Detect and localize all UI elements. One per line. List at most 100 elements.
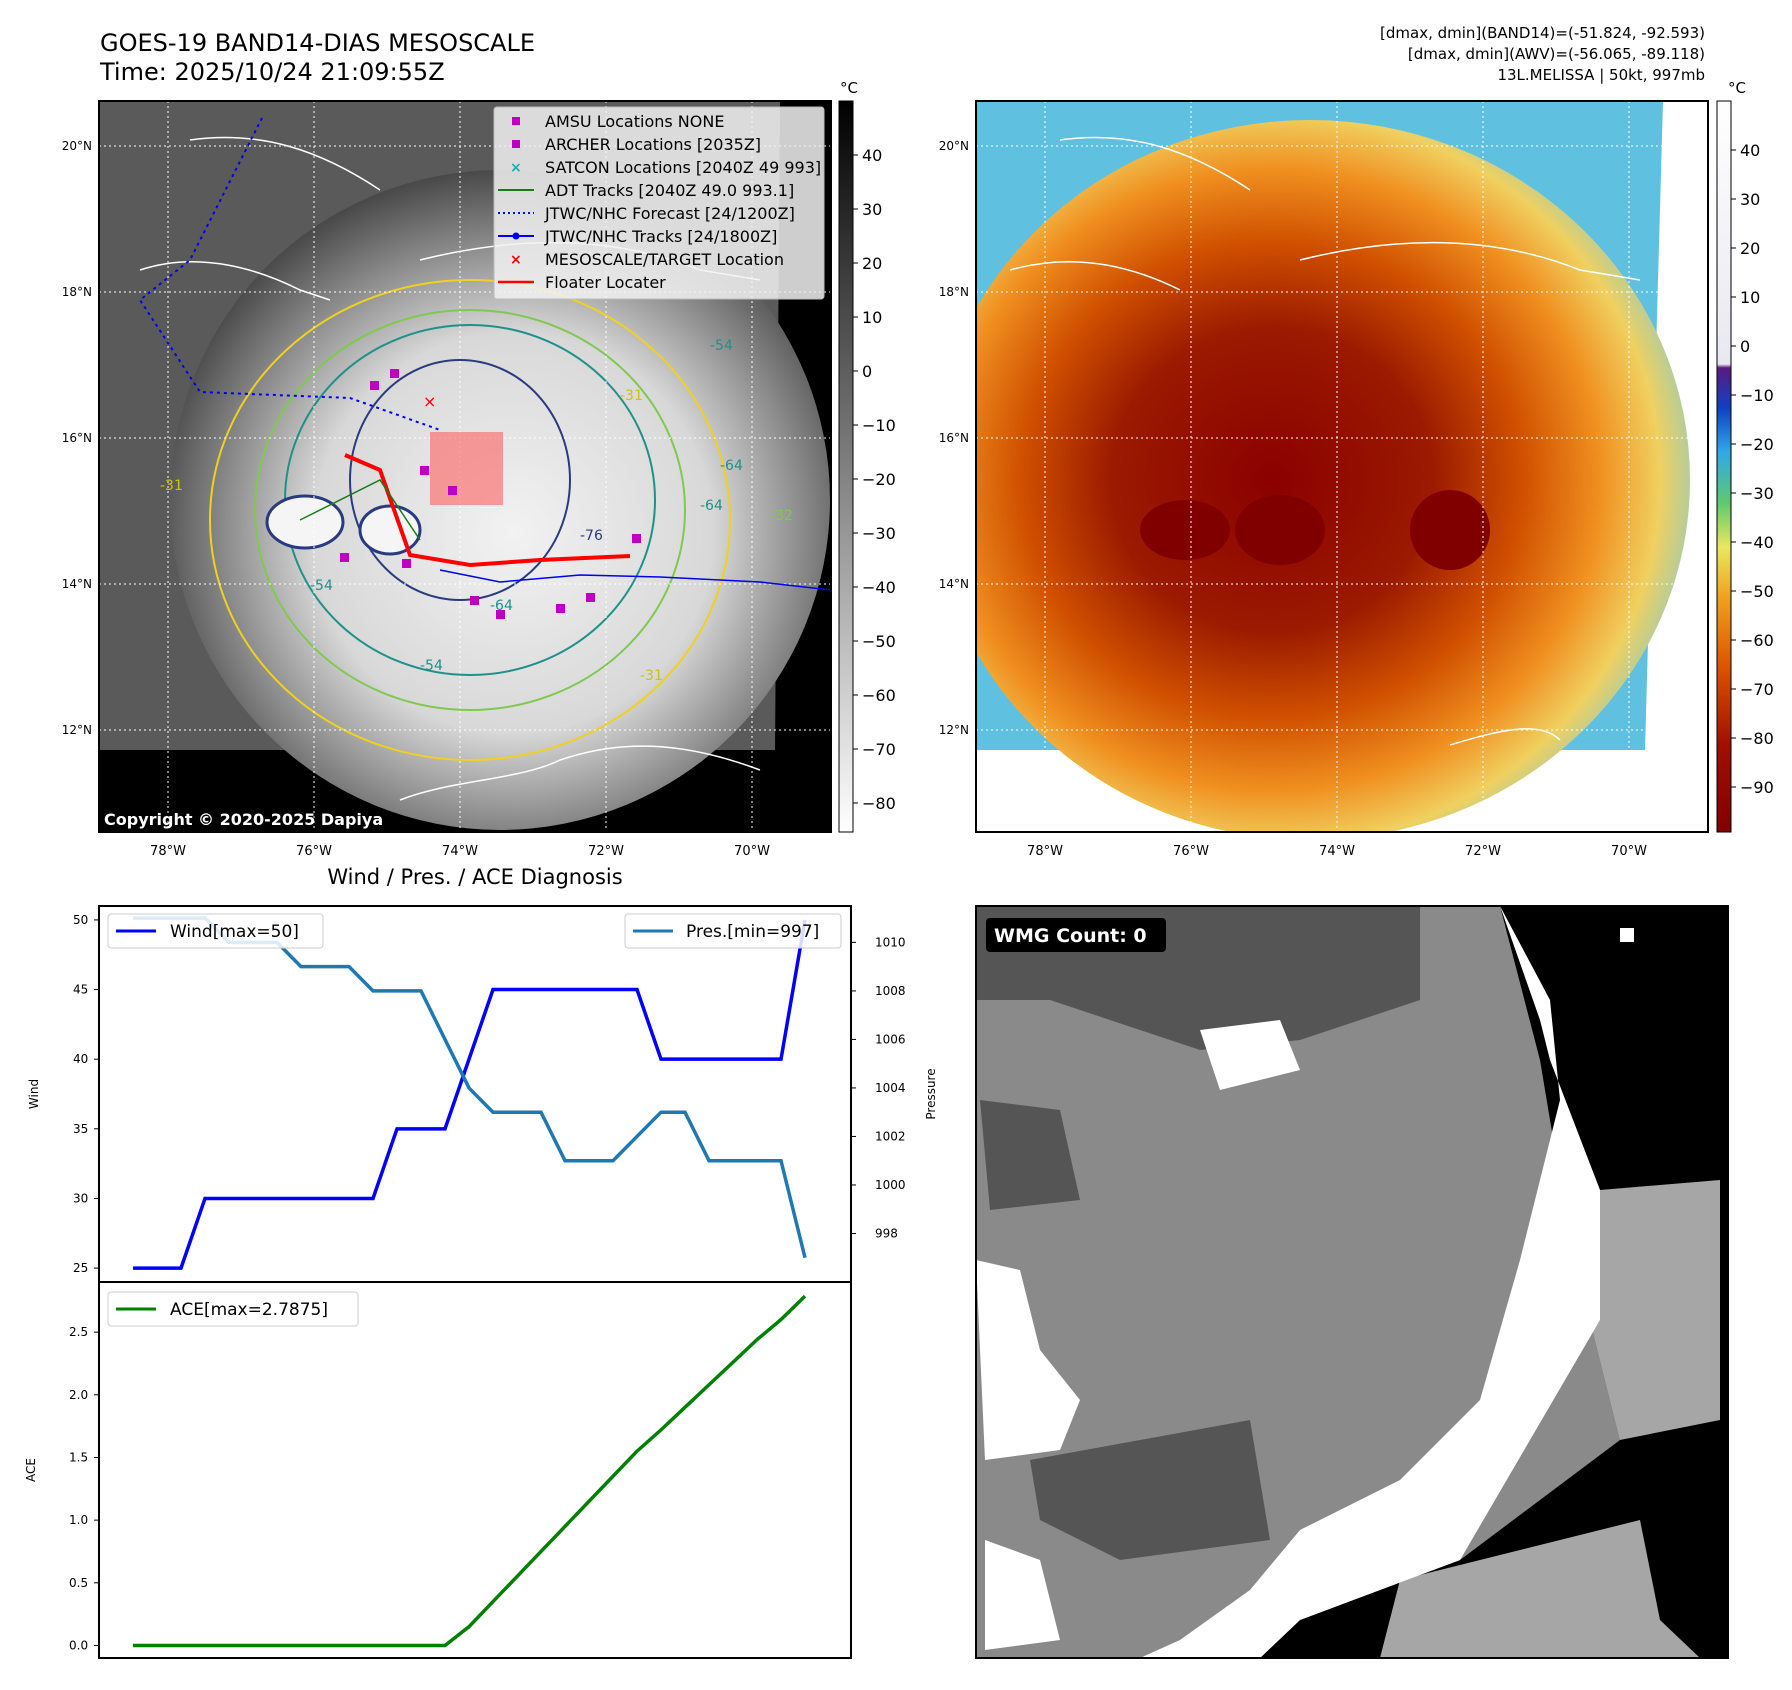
pressure-tick-label: 998 (875, 1226, 898, 1240)
legend-item-target: MESOSCALE/TARGET Location (545, 250, 784, 269)
jtwc-track (439, 569, 831, 591)
right-map-lon-labels: 78°W 76°W 74°W 72°W 70°W (1027, 844, 1647, 859)
lon-label: 74°W (442, 844, 478, 859)
info-line3: 13L.MELISSA | 50kt, 997mb (1497, 66, 1705, 84)
color-colorbar-tick-label: −40 (1740, 533, 1774, 552)
wmg-frame (975, 905, 1729, 1659)
pressure-ticks: 998 1000 1002 1004 1006 1008 1010 (851, 935, 906, 1240)
color-colorbar-tick-label: −30 (1740, 484, 1774, 503)
ace-legend-label: ACE[max=2.7875] (170, 1300, 328, 1320)
wmg-white-band (1140, 906, 1600, 1658)
ace-legend-box (107, 1291, 359, 1327)
contour-label: -54 (420, 658, 443, 674)
wmg-white-patch-bottom (985, 1540, 1060, 1650)
legend-item-jtwc-track: JTWC/NHC Tracks [24/1800Z] (544, 227, 777, 246)
wind-tick-label: 35 (73, 1122, 88, 1136)
right-map-cell-west (1140, 500, 1230, 560)
legend-marker-satcon: × (510, 160, 522, 176)
color-colorbar-tick-label: −50 (1740, 582, 1774, 601)
lat-label: 14°N (939, 577, 969, 591)
right-map (976, 101, 1708, 832)
right-coastline-jamaica (1009, 260, 1181, 291)
legend-marker-jtwc-dot (512, 232, 520, 240)
contour-cell-west (265, 494, 345, 550)
adt-track (299, 479, 421, 541)
jtwc-forecast-track (138, 117, 441, 431)
coastline-south-america (399, 745, 761, 801)
lat-label: 12°N (939, 723, 969, 737)
wmg-dark-region-bottom (1030, 1420, 1270, 1560)
pressure-tick-label: 1006 (875, 1032, 906, 1046)
lat-label: 16°N (939, 431, 969, 445)
gray-colorbar: °C 40 30 20 10 0 −10 −20 −30 −40 −50 −60 −70 −80 (838, 79, 896, 833)
wind-legend-box (107, 913, 324, 949)
contour-label: -31 (160, 478, 183, 494)
color-colorbar-unit: °C (1728, 79, 1746, 97)
lon-label: 70°W (1611, 844, 1647, 859)
contour-label: -31 (640, 668, 663, 684)
gray-colorbar-tick-label: 30 (862, 200, 882, 219)
contour-label: -64 (490, 598, 513, 614)
color-colorbar-tick-label: −90 (1740, 778, 1774, 797)
contour-label: -32 (770, 508, 793, 524)
legend-item-adt: ADT Tracks [2040Z 49.0 993.1] (545, 181, 794, 200)
wind-tick-label: 25 (73, 1261, 88, 1275)
lat-label: 20°N (939, 139, 969, 153)
gray-colorbar-tick-label: 10 (862, 308, 882, 327)
wmg-light-region-right (1590, 1180, 1720, 1440)
wind-legend-label: Wind[max=50] (170, 922, 299, 942)
lon-label: 78°W (1027, 844, 1063, 859)
wmg-white-patch-top (1200, 1020, 1300, 1090)
legend-marker-amsu (512, 117, 520, 125)
lon-label: 76°W (296, 844, 332, 859)
contour-navy (349, 359, 571, 601)
info-line1: [dmax, dmin](BAND14)=(-51.824, -92.593) (1380, 24, 1705, 42)
gray-colorbar-tick-label: 40 (862, 146, 882, 165)
contour-green (254, 309, 686, 711)
lon-label: 76°W (1173, 844, 1209, 859)
ace-legend: ACE[max=2.7875] (107, 1291, 359, 1327)
gray-colorbar-tick-label: 0 (862, 362, 872, 381)
coastline-cuba (189, 136, 381, 191)
gray-colorbar-tick-label: −10 (862, 416, 896, 435)
gray-colorbar-tick-label: −40 (862, 578, 896, 597)
legend-item-amsu: AMSU Locations NONE (545, 112, 724, 131)
floater-locater-track (344, 453, 631, 568)
wind-tick-label: 45 (73, 983, 88, 997)
wind-ticks: 25 30 35 40 45 50 (73, 913, 99, 1275)
lat-label: 18°N (939, 285, 969, 299)
pressure-tick-label: 1010 (875, 935, 906, 949)
pressure-tick-label: 1000 (875, 1178, 906, 1192)
legend-marker-target: × (510, 252, 522, 268)
ace-tick-label: 2.0 (69, 1388, 88, 1402)
color-colorbar-tick-label: −80 (1740, 729, 1774, 748)
color-colorbar-ticks: 40 30 20 10 0 −10 −20 −30 −40 −50 −60 −70 −80 −90 (1731, 141, 1774, 797)
lon-label: 78°W (150, 844, 186, 859)
wmg-white-pixel (1620, 928, 1634, 942)
right-map-grid (976, 101, 1708, 832)
lat-label: 12°N (62, 723, 92, 737)
contour-label: -64 (720, 458, 743, 474)
color-colorbar-tick-label: 0 (1740, 337, 1750, 356)
wmg-dark-region-left (980, 1100, 1080, 1210)
lon-label: 70°W (734, 844, 770, 859)
legend-item-floater: Floater Locater (545, 273, 666, 292)
legend-item-archer: ARCHER Locations [2035Z] (545, 135, 761, 154)
color-colorbar-tick-label: −60 (1740, 631, 1774, 650)
contour-label: -54 (710, 338, 733, 354)
wmg-count-label: WMG Count: 0 (994, 925, 1147, 947)
wmg-count-badge (986, 918, 1166, 952)
ace-tick-label: 1.0 (69, 1513, 88, 1527)
info-line2: [dmax, dmin](AWV)=(-56.065, -89.118) (1408, 45, 1705, 63)
ace-axes (98, 1281, 852, 1659)
right-coastline-hispaniola (1299, 241, 1641, 281)
ace-tick-label: 2.5 (69, 1325, 88, 1339)
lon-label: 72°W (588, 844, 624, 859)
wind-series-line (133, 919, 807, 1270)
right-coastline-cuba (1059, 136, 1251, 191)
gray-colorbar-tick-label: −50 (862, 632, 896, 651)
color-colorbar-tick-label: −20 (1740, 435, 1774, 454)
ace-tick-label: 0.0 (69, 1638, 88, 1652)
gray-colorbar-tick-label: −30 (862, 524, 896, 543)
color-colorbar: °C 40 30 20 10 0 −10 −20 −30 −40 −50 −60 −70 −80 −90 (1716, 79, 1774, 833)
